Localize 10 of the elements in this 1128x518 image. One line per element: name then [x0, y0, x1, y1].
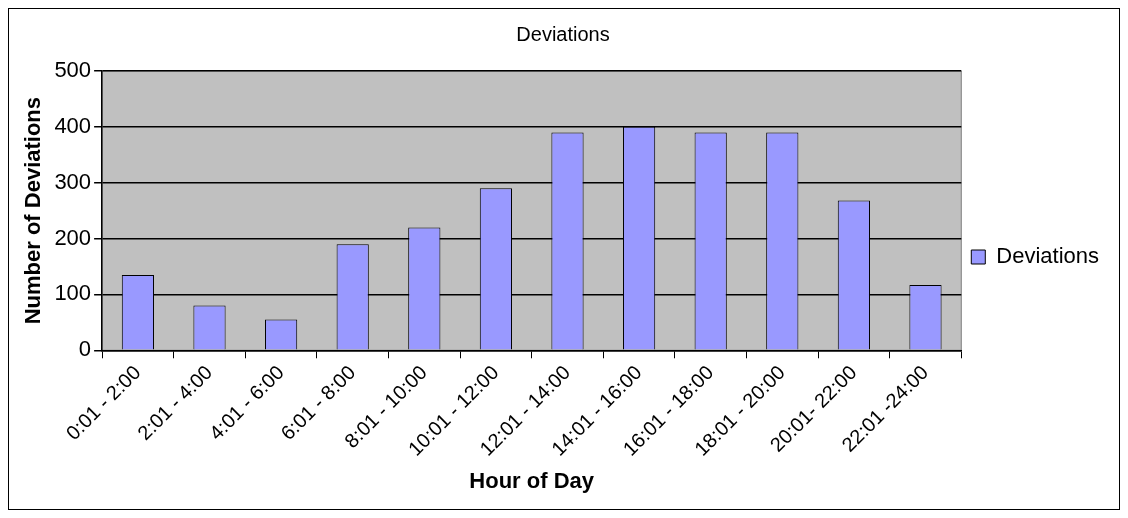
y-axis-title: Number of Deviations: [20, 96, 46, 325]
legend-label: Deviations: [996, 243, 1099, 269]
y-tick-label: 400: [54, 112, 92, 138]
y-tick-label: 100: [54, 280, 92, 306]
y-tick-label: 200: [54, 224, 92, 250]
chart-title: Deviations: [516, 22, 610, 45]
x-axis-title: Hour of Day: [469, 467, 595, 493]
y-tick-label: 0: [78, 336, 92, 362]
y-tick-label: 300: [54, 168, 92, 194]
y-tick-label: 500: [54, 57, 92, 83]
